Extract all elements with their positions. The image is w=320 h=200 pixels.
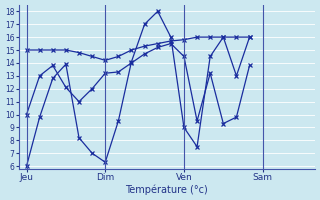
X-axis label: Température (°c): Température (°c): [125, 185, 208, 195]
